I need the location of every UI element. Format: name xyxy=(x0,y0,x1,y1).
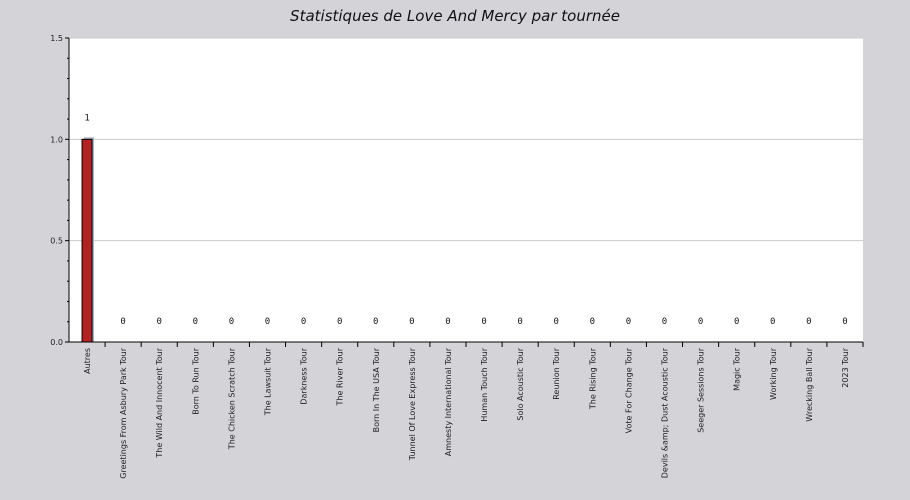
data-label: 0 xyxy=(842,317,847,327)
x-tick-label: The Lawsuit Tour xyxy=(264,347,273,416)
data-label: 0 xyxy=(806,317,811,327)
chart-title: Statistiques de Love And Mercy par tourn… xyxy=(290,7,620,25)
x-tick-label: Greetings From Asbury Park Tour xyxy=(119,347,128,478)
data-label: 0 xyxy=(373,317,378,327)
data-label: 0 xyxy=(193,317,198,327)
data-label: 0 xyxy=(481,317,486,327)
x-tick-label: Human Touch Tour xyxy=(480,347,489,421)
x-tick-label: Born In The USA Tour xyxy=(372,347,381,432)
axes xyxy=(65,37,864,347)
data-label: 0 xyxy=(337,317,342,327)
x-tick-label: The Rising Tour xyxy=(588,347,597,410)
x-tick-label: Born To Run Tour xyxy=(191,347,200,414)
x-tick-label: Solo Acoustic Tour xyxy=(516,347,525,420)
data-label: 0 xyxy=(157,317,162,327)
plot-area xyxy=(69,38,863,342)
x-tick-label: Seeger Sessions Tour xyxy=(697,347,706,432)
y-tick-label: 1.0 xyxy=(50,135,63,144)
x-tick-label: Reunion Tour xyxy=(552,347,561,399)
y-tick-label: 0.0 xyxy=(50,338,63,347)
x-tick-label: Autres xyxy=(83,348,92,374)
x-tick-label: Darkness Tour xyxy=(300,347,309,404)
data-label: 0 xyxy=(662,317,667,327)
data-label: 0 xyxy=(698,317,703,327)
data-label: 0 xyxy=(734,317,739,327)
y-tick-label: 1.5 xyxy=(50,34,63,43)
data-label: 0 xyxy=(770,317,775,327)
data-label: 0 xyxy=(517,317,522,327)
data-label: 0 xyxy=(120,317,125,327)
x-tick-label: Vote For Change Tour xyxy=(624,347,633,433)
data-label: 0 xyxy=(626,317,631,327)
x-tick-label: The Chicken Scratch Tour xyxy=(227,347,236,450)
data-label: 0 xyxy=(265,317,270,327)
x-tick-label: Working Tour xyxy=(769,347,778,400)
data-label: 1 xyxy=(84,113,89,123)
bars xyxy=(81,137,95,343)
x-tick-label: 2023 Tour xyxy=(841,347,850,387)
data-label: 0 xyxy=(590,317,595,327)
data-label: 0 xyxy=(554,317,559,327)
x-tick-label: Magic Tour xyxy=(733,347,742,391)
y-tick-label: 0.5 xyxy=(50,237,63,246)
x-tick-label: Tunnel Of Love Express Tour xyxy=(408,347,417,461)
x-tick-label: Wrecking Ball Tour xyxy=(805,347,814,421)
labels: 0.0 0.5 1.0 1.5 1 Autres 0 Greetings From Asbur… xyxy=(50,34,850,479)
x-tick-label: The River Tour xyxy=(336,347,345,406)
x-tick-label: Devils &amp; Dust Acoustic Tour xyxy=(661,347,670,478)
data-label: 0 xyxy=(229,317,234,327)
bar xyxy=(81,138,93,343)
x-tick-label: The Wild And Innocent Tour xyxy=(155,347,164,458)
x-tick-label: Amnesty International Tour xyxy=(444,347,453,456)
grid-lines xyxy=(69,37,863,242)
data-label: 0 xyxy=(409,317,414,327)
data-label: 0 xyxy=(301,317,306,327)
data-label: 0 xyxy=(445,317,450,327)
